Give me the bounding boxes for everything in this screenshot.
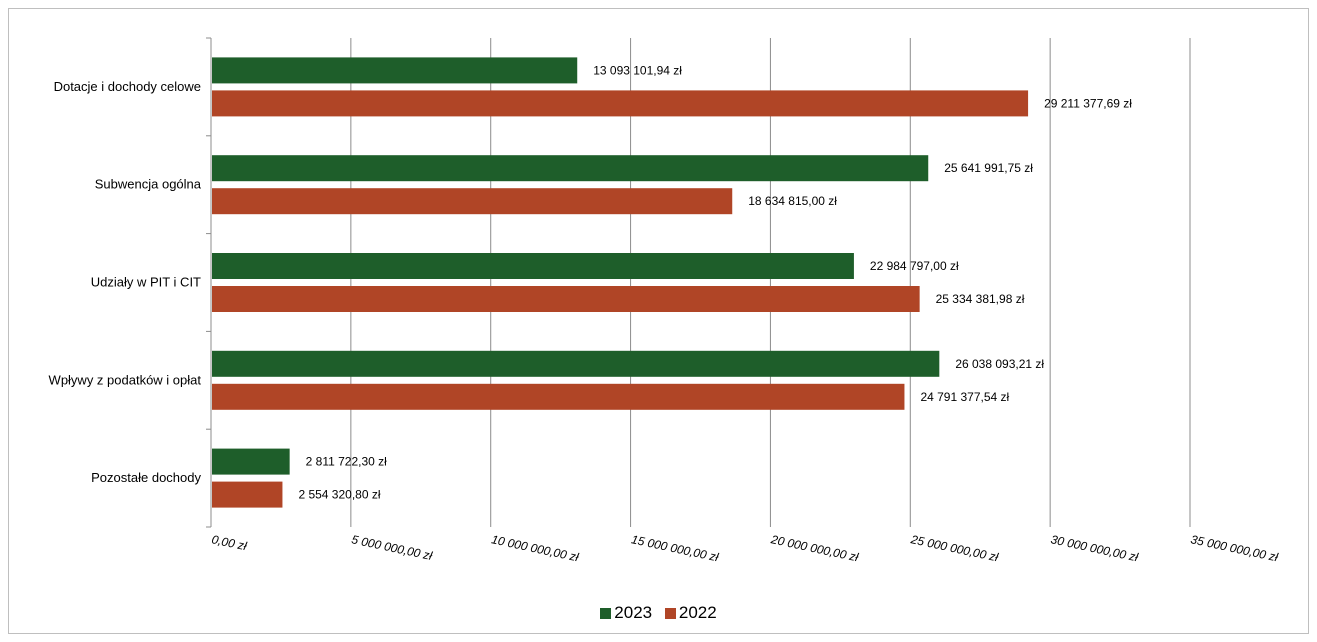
x-tick-label-5: 25 000 000,00 zł — [909, 532, 1000, 564]
category-label-3: Wpływy z podatków i opłat — [49, 372, 202, 387]
legend-label-2022: 2022 — [678, 603, 717, 622]
legend-swatch-2022 — [664, 607, 676, 619]
x-tick-label-7: 35 000 000,00 zł — [1189, 532, 1279, 564]
bar-2022-0 — [212, 90, 1029, 117]
x-tick-label-2: 10 000 000,00 zł — [490, 532, 580, 564]
data-label-2023-0: 13 093 101,94 zł — [593, 63, 682, 77]
bar-chart: Dotacje i dochody celowe 13 093 101,94 zł… — [49, 37, 1279, 564]
data-label-2022-3: 24 791 377,54 zł — [920, 390, 1009, 404]
legend-item-2023: 2023 — [600, 603, 652, 623]
x-tick-label-6: 30 000 000,00 zł — [1050, 532, 1140, 564]
data-label-2022-1: 18 634 815,00 zł — [748, 194, 837, 208]
data-label-2023-1: 25 641 991,75 zł — [944, 161, 1033, 175]
bar-2023-2 — [212, 253, 854, 279]
legend-label-2023: 2023 — [614, 603, 653, 622]
category-label-0: Dotacje i dochody celowe — [54, 79, 201, 94]
bar-2023-0 — [212, 57, 578, 84]
bar-2022-3 — [212, 383, 905, 410]
x-tick-label-1: 5 000 000,00 zł — [350, 532, 434, 563]
bar-2022-1 — [212, 188, 733, 215]
data-label-2023-2: 22 984 797,00 zł — [870, 259, 959, 273]
category-label-2: Udziały w PIT i CIT — [91, 275, 201, 290]
data-label-2022-4: 2 554 320,80 zł — [298, 488, 380, 502]
category-label-1: Subwencja ogólna — [95, 177, 202, 192]
x-tick-label-0: 0,00 zł — [210, 532, 248, 553]
bar-2022-2 — [212, 286, 920, 312]
bar-2022-4 — [212, 481, 283, 508]
x-tick-label-3: 15 000 000,00 zł — [630, 532, 720, 564]
legend: 2023 2022 — [0, 603, 1317, 624]
bar-2023-1 — [212, 155, 929, 182]
x-tick-label-4: 20 000 000,00 zł — [769, 532, 860, 564]
bar-2023-4 — [212, 448, 290, 475]
legend-swatch-2023 — [600, 607, 612, 619]
data-label-2023-3: 26 038 093,21 zł — [955, 357, 1044, 371]
data-label-2022-2: 25 334 381,98 zł — [936, 292, 1025, 306]
data-label-2023-4: 2 811 722,30 zł — [306, 455, 388, 469]
data-label-2022-0: 29 211 377,69 zł — [1044, 96, 1132, 110]
category-label-4: Pozostałe dochody — [91, 470, 201, 485]
bar-2023-3 — [212, 350, 940, 377]
legend-item-2022: 2022 — [664, 603, 717, 623]
